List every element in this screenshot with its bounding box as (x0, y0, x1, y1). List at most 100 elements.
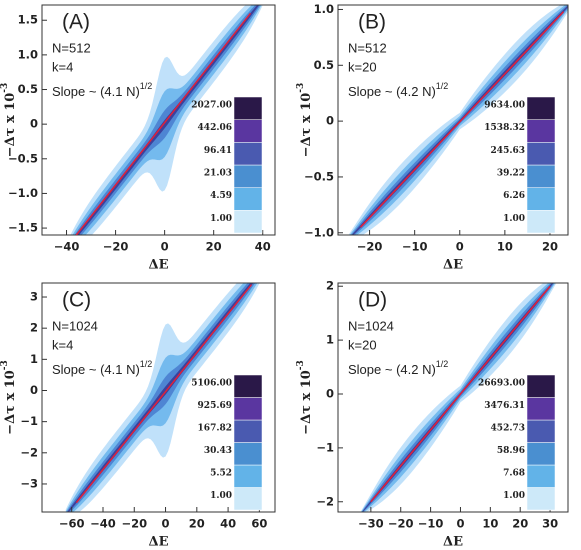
colorbar-band (233, 164, 263, 188)
colorbar-label: 5.52 (210, 468, 232, 478)
panel: −40 −20 0 20 40 −1.5 −1.0 −0.5 0 0.5 1.0 1.5 1.00 4.5… (0, 4, 276, 273)
panel: −30 −20 −10 0 10 20 30−2−10121.007.6858.96452.… (296, 279, 569, 550)
y-tick-label: 1 (30, 352, 38, 366)
colorbar-label: 26693.00 (478, 378, 525, 388)
x-tick-label: −40 (90, 517, 116, 531)
annotation: N=512 (52, 40, 91, 55)
y-tick-label: 1.0 (18, 47, 38, 61)
colorbar-label: 58.96 (497, 446, 525, 456)
annotation: k=20 (348, 337, 377, 352)
plot-frame (337, 282, 569, 513)
colorbar-band (526, 464, 556, 488)
colorbar-band (233, 487, 263, 511)
colorbar-band (526, 210, 556, 234)
x-tick-label: −40 (54, 240, 80, 254)
colorbar-band (233, 464, 263, 488)
y-tick-label: −2 (20, 445, 38, 459)
x-tick-label: −20 (388, 517, 414, 531)
colorbar-band (233, 187, 263, 211)
colorbar-label: 4.59 (210, 191, 232, 201)
y-tick-label: 0.5 (18, 82, 38, 96)
fit-line (370, 285, 551, 503)
fit-line (75, 12, 252, 235)
x-axis-label: ΔE (443, 535, 463, 550)
colorbar-label: 21.03 (204, 168, 232, 178)
colorbar-label: 2027.00 (191, 100, 232, 110)
x-tick-label: 40 (220, 517, 236, 531)
slope-annotation: Slope ~ (4.1 N)1/2 (52, 81, 152, 99)
annotation: k=4 (52, 337, 73, 352)
x-tick-label: 20 (542, 240, 558, 254)
colorbar-band (526, 374, 556, 398)
x-tick-label: 0 (162, 517, 170, 531)
y-tick-label: 1.0 (314, 2, 334, 16)
y-tick-label: 3 (30, 290, 38, 304)
colorbar-band (233, 210, 263, 234)
slope-text: Slope ~ (4.2 N) (348, 84, 436, 99)
y-tick-label: 0 (326, 114, 334, 128)
x-axis-label: ΔE (443, 258, 463, 273)
y-axis-label: −Δτ x 10-3 (296, 360, 314, 435)
x-tick-label: 0 (161, 240, 169, 254)
y-axis-label: −Δτ x 10-3 (0, 83, 18, 158)
slope-annotation: Slope ~ (4.2 N)1/2 (348, 359, 448, 377)
x-tick-label: 20 (206, 240, 222, 254)
colorbar-band (526, 419, 556, 443)
colorbar-label: 5106.00 (191, 378, 232, 388)
colorbar-band (526, 442, 556, 466)
x-tick-label: −60 (59, 517, 85, 531)
colorbar-label: 167.82 (198, 423, 232, 433)
slope-exponent: 1/2 (436, 359, 449, 369)
panel-label: (A) (62, 11, 90, 34)
colorbar-label: 442.06 (198, 123, 232, 133)
colorbar-band (233, 119, 263, 143)
plot-frame (41, 282, 276, 513)
density-cloud (351, 5, 568, 235)
x-tick-label: 10 (482, 517, 498, 531)
slope-exponent: 1/2 (140, 359, 153, 369)
panel-label: (B) (358, 11, 386, 34)
colorbar-band (526, 119, 556, 143)
y-tick-label: −1.0 (8, 186, 38, 200)
y-label-exponent: -3 (0, 83, 10, 93)
y-tick-label: −1.0 (304, 225, 334, 239)
y-tick-label: 0.5 (314, 58, 334, 72)
colorbar-label: 1.00 (210, 491, 232, 501)
slope-text: Slope ~ (4.1 N) (52, 84, 140, 99)
panel: −60 −40 −20 0 20 40 60 −3 −2 −1 0 1 2 3 1.00 5.52 30.43 1… (0, 282, 276, 550)
slope-annotation: Slope ~ (4.2 N)1/2 (348, 81, 448, 99)
y-label-text: −Δτ x 10 (299, 370, 314, 435)
panel-label: (D) (358, 289, 387, 312)
annotation: N=1024 (348, 318, 394, 333)
colorbar-band (233, 142, 263, 166)
plot-frame (41, 4, 276, 236)
colorbar-label: 9634.00 (484, 100, 525, 110)
colorbar-label: 39.22 (497, 168, 525, 178)
colorbar-label: 1.00 (210, 214, 232, 224)
x-tick-label: −30 (358, 517, 384, 531)
x-tick-label: −20 (121, 517, 147, 531)
colorbar-label: 7.68 (503, 468, 525, 478)
colorbar-label: 96.41 (204, 146, 232, 156)
colorbar-band (526, 164, 556, 188)
colorbar-band (233, 419, 263, 443)
y-axis-label: −Δτ x 10-3 (0, 360, 18, 435)
colorbar-label: 1.00 (503, 214, 525, 224)
y-tick-label: −1.5 (8, 221, 38, 235)
colorbar-band (233, 442, 263, 466)
annotation: N=512 (348, 40, 387, 55)
plot-frame (337, 4, 569, 236)
x-tick-label: −10 (418, 517, 444, 531)
y-tick-label: 0 (30, 117, 38, 131)
x-tick-label: −10 (402, 240, 428, 254)
fit-line (360, 11, 565, 228)
x-tick-label: 20 (512, 517, 528, 531)
x-tick-label: 30 (542, 517, 558, 531)
colorbar-band (526, 487, 556, 511)
y-tick-label: 0 (326, 386, 334, 400)
colorbar-band (526, 142, 556, 166)
y-tick-label: 1.5 (18, 13, 38, 27)
colorbar-label: 30.43 (204, 446, 232, 456)
x-axis-label: ΔE (149, 258, 169, 273)
x-tick-label: −20 (357, 240, 383, 254)
